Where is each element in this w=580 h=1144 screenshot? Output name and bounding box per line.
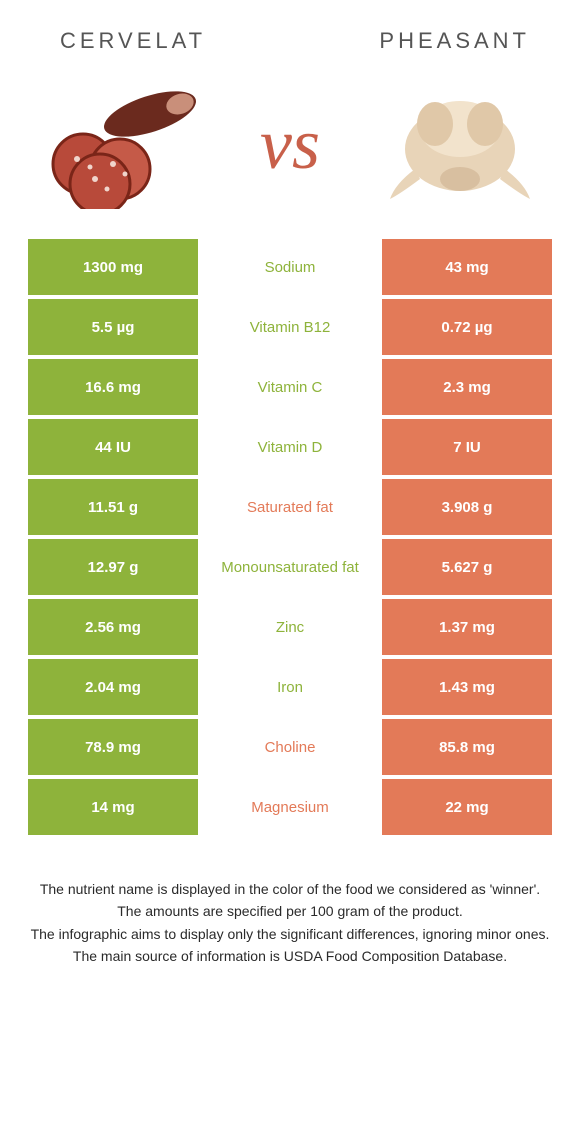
left-value-cell: 12.97 g [28,539,198,595]
right-value-cell: 43 mg [382,239,552,295]
nutrient-row: 14 mgMagnesium22 mg [28,779,552,835]
right-value-cell: 7 IU [382,419,552,475]
nutrient-row: 5.5 µgVitamin B120.72 µg [28,299,552,355]
left-value-cell: 14 mg [28,779,198,835]
left-value-cell: 5.5 µg [28,299,198,355]
nutrient-label-cell: Vitamin C [198,359,382,415]
footer-line: The amounts are specified per 100 gram o… [30,901,550,921]
nutrient-label-cell: Magnesium [198,779,382,835]
nutrient-row: 11.51 gSaturated fat3.908 g [28,479,552,535]
footer-line: The infographic aims to display only the… [30,924,550,944]
nutrient-label-cell: Zinc [198,599,382,655]
left-value-cell: 11.51 g [28,479,198,535]
footer-line: The nutrient name is displayed in the co… [30,879,550,899]
left-value-cell: 16.6 mg [28,359,198,415]
nutrient-table: 1300 mgSodium43 mg5.5 µgVitamin B120.72 … [0,239,580,835]
salami-icon [35,79,205,209]
nutrient-label-cell: Iron [198,659,382,715]
footer-notes: The nutrient name is displayed in the co… [0,839,580,966]
nutrient-row: 12.97 gMonounsaturated fat5.627 g [28,539,552,595]
nutrient-row: 78.9 mgCholine85.8 mg [28,719,552,775]
right-value-cell: 1.43 mg [382,659,552,715]
nutrient-label-cell: Choline [198,719,382,775]
right-value-cell: 5.627 g [382,539,552,595]
left-value-cell: 44 IU [28,419,198,475]
nutrient-row: 2.56 mgZinc1.37 mg [28,599,552,655]
right-value-cell: 0.72 µg [382,299,552,355]
right-value-cell: 1.37 mg [382,599,552,655]
left-value-cell: 2.04 mg [28,659,198,715]
left-value-cell: 78.9 mg [28,719,198,775]
nutrient-row: 2.04 mgIron1.43 mg [28,659,552,715]
nutrient-label-cell: Sodium [198,239,382,295]
left-value-cell: 1300 mg [28,239,198,295]
nutrient-label-cell: Monounsaturated fat [198,539,382,595]
pheasant-image [370,74,550,214]
nutrient-label-cell: Vitamin B12 [198,299,382,355]
right-value-cell: 85.8 mg [382,719,552,775]
nutrient-row: 44 IUVitamin D7 IU [28,419,552,475]
cervelat-image [30,74,210,214]
left-food-title: Cervelat [40,28,295,54]
right-value-cell: 22 mg [382,779,552,835]
nutrient-label-cell: Vitamin D [198,419,382,475]
nutrient-label-cell: Saturated fat [198,479,382,535]
images-row: vs [0,64,580,239]
titles-row: Cervelat Pheasant [0,0,580,64]
left-value-cell: 2.56 mg [28,599,198,655]
right-value-cell: 3.908 g [382,479,552,535]
footer-line: The main source of information is USDA F… [30,946,550,966]
poultry-icon [370,74,550,214]
right-food-title: Pheasant [295,28,540,54]
nutrient-row: 1300 mgSodium43 mg [28,239,552,295]
right-value-cell: 2.3 mg [382,359,552,415]
nutrient-row: 16.6 mgVitamin C2.3 mg [28,359,552,415]
infographic-container: Cervelat Pheasant vs [0,0,580,966]
vs-label: vs [250,103,330,186]
